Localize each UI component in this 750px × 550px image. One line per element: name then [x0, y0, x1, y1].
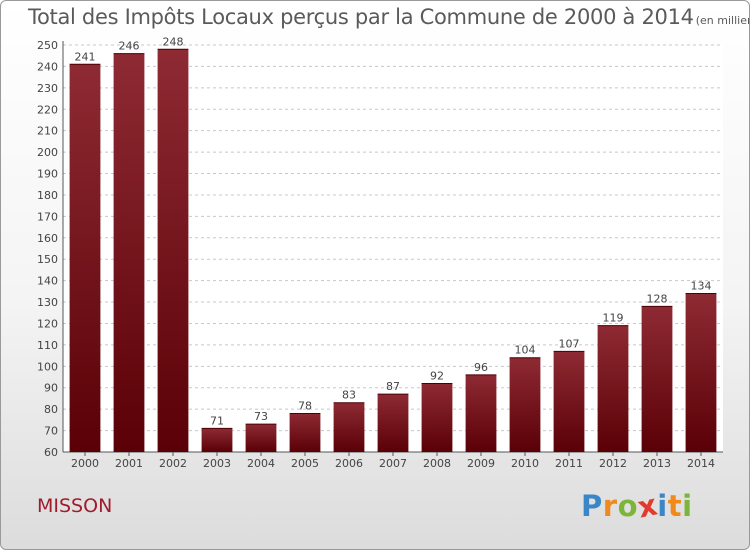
x-tick-label: 2003	[203, 457, 231, 470]
y-tick-label: 70	[44, 425, 58, 438]
y-tick-label: 140	[37, 275, 58, 288]
bar-value-label: 248	[163, 35, 184, 48]
bar	[113, 53, 145, 452]
bar	[201, 428, 233, 452]
bar-value-label: 104	[515, 344, 536, 357]
chart-title: Total des Impôts Locaux perçus par la Co…	[28, 5, 749, 29]
bar-value-label: 107	[559, 337, 580, 350]
y-tick-label: 160	[37, 232, 58, 245]
bar	[289, 413, 321, 452]
x-tick-label: 2000	[71, 457, 99, 470]
bar	[421, 383, 453, 452]
bar	[377, 394, 409, 452]
x-tick-label: 2004	[247, 457, 275, 470]
x-tick-label: 2005	[291, 457, 319, 470]
x-tick-label: 2007	[379, 457, 407, 470]
y-tick-label: 110	[37, 339, 58, 352]
commune-name: MISSON	[37, 495, 113, 517]
y-tick-label: 220	[37, 103, 58, 116]
bar	[69, 64, 101, 453]
x-tick-label: 2012	[599, 457, 627, 470]
logo-letter: o	[617, 489, 639, 523]
x-tick-label: 2002	[159, 457, 187, 470]
bar	[509, 357, 541, 452]
bar	[465, 374, 497, 452]
y-tick-label: 180	[37, 189, 58, 202]
y-tick-label: 210	[37, 125, 58, 138]
x-tick-label: 2008	[423, 457, 451, 470]
y-tick-label: 250	[37, 39, 58, 52]
logo-letter: i	[682, 489, 693, 523]
bar	[553, 351, 585, 452]
x-tick-label: 2001	[115, 457, 143, 470]
y-tick-label: 60	[44, 446, 58, 459]
logo-letter: P	[581, 489, 603, 523]
bar-value-label: 241	[75, 50, 96, 63]
chart-title-text: Total des Impôts Locaux perçus par la Co…	[28, 5, 694, 29]
bar-value-label: 73	[254, 410, 268, 423]
y-tick-label: 100	[37, 360, 58, 373]
bar	[597, 325, 629, 452]
x-tick-label: 2011	[555, 457, 583, 470]
x-tick-label: 2006	[335, 457, 363, 470]
bar-value-label: 83	[342, 389, 356, 402]
bar-value-label: 246	[119, 40, 140, 53]
y-tick-label: 230	[37, 82, 58, 95]
x-tick-label: 2010	[511, 457, 539, 470]
bar	[641, 306, 673, 452]
y-tick-label: 200	[37, 146, 58, 159]
x-tick-label: 2009	[467, 457, 495, 470]
bar	[685, 293, 717, 452]
logo-letter: i	[657, 489, 668, 523]
bar-value-label: 96	[474, 361, 488, 374]
bar-value-label: 87	[386, 380, 400, 393]
y-tick-label: 240	[37, 60, 58, 73]
y-tick-label: 190	[37, 168, 58, 181]
x-tick-label: 2013	[643, 457, 671, 470]
y-tick-label: 80	[44, 403, 58, 416]
logo-letter: r	[602, 489, 618, 523]
bar-value-label: 78	[298, 399, 312, 412]
y-tick-label: 90	[44, 382, 58, 395]
x-tick-label: 2014	[687, 457, 715, 470]
bar-value-label: 119	[603, 312, 624, 325]
y-tick-label: 130	[37, 296, 58, 309]
bar-value-label: 92	[430, 369, 444, 382]
y-tick-label: 170	[37, 210, 58, 223]
proxiti-logo: Proxiti	[581, 487, 693, 524]
bar	[157, 49, 189, 452]
bar-value-label: 71	[210, 414, 224, 427]
y-tick-label: 120	[37, 317, 58, 330]
y-tick-label: 150	[37, 253, 58, 266]
logo-letter: t	[667, 489, 683, 523]
bar-value-label: 134	[691, 279, 712, 292]
chart-subtitle: (en milliers d'€)	[695, 14, 749, 27]
bar	[333, 402, 365, 452]
bar-value-label: 128	[647, 292, 668, 305]
bar	[245, 424, 277, 452]
